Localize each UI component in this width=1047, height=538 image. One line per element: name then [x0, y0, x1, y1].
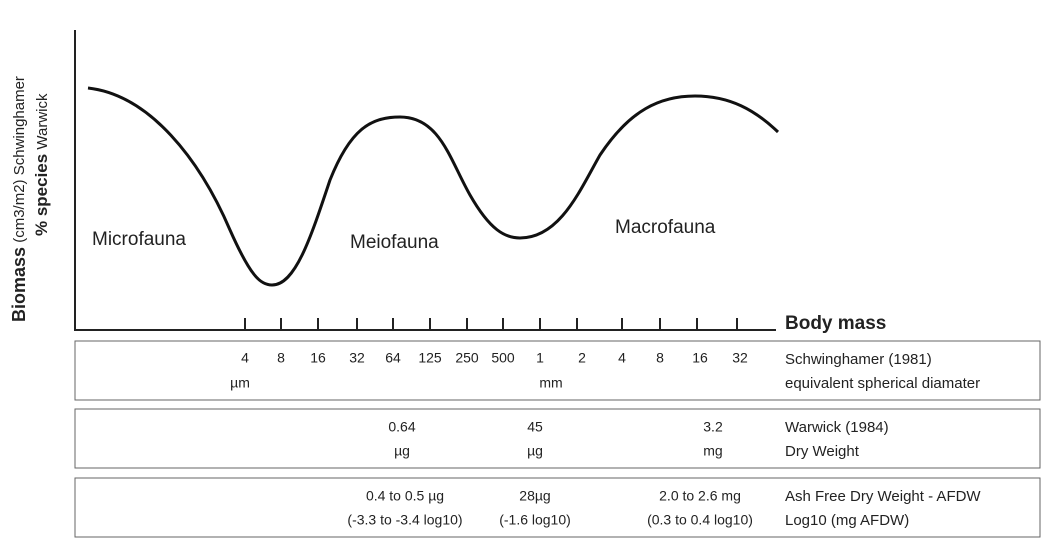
row-label: Dry Weight: [785, 443, 860, 460]
cell-text: 0.64: [388, 419, 415, 435]
cell-text: µg: [527, 443, 543, 459]
cell-text: (-1.6 log10): [499, 512, 571, 528]
scale-tick-label: 125: [418, 350, 442, 366]
y-label-text: Warwick: [34, 93, 51, 150]
cell-text: µm: [230, 375, 250, 391]
curve: [87, 86, 780, 287]
cell-text: (-3.3 to -3.4 log10): [347, 512, 462, 528]
scale-tick-label: 2: [578, 350, 586, 366]
row-label: Log10 (mg AFDW): [785, 512, 909, 529]
row-label: equivalent spherical diamater: [785, 375, 980, 392]
scale-tick-label: 1: [536, 350, 544, 366]
cell-text: 2.0 to 2.6 mg: [659, 488, 741, 504]
scale-tick-label: 8: [656, 350, 664, 366]
curve-label: Macrofauna: [615, 217, 716, 238]
cell-text: 0.4 to 0.5 µg: [366, 488, 444, 504]
y-axis-label: Biomass (cm3/m2) Schwinghamer: [9, 76, 29, 322]
y-label-bold: Biomass: [9, 247, 29, 322]
scale-tick-label: 64: [385, 350, 401, 366]
cell-text: mm: [539, 375, 562, 391]
row-label: Ash Free Dry Weight - AFDW: [785, 488, 981, 505]
scale-tick-label: 8: [277, 350, 285, 366]
cell-text: mg: [703, 443, 722, 459]
y-axis-label: % species Warwick: [32, 93, 51, 236]
scale-tick-label: 32: [349, 350, 365, 366]
cell-text: (0.3 to 0.4 log10): [647, 512, 753, 528]
scale-tick-label: 250: [455, 350, 479, 366]
cell-text: µg: [394, 443, 410, 459]
row-box: [74, 477, 1041, 538]
row-label: Warwick (1984): [785, 419, 889, 436]
scale-tick-label: 16: [692, 350, 708, 366]
curve-label: Meiofauna: [350, 232, 439, 253]
scale-tick-label: 4: [241, 350, 249, 366]
row-label: Schwinghamer (1981): [785, 351, 932, 368]
row-box: [74, 340, 1041, 401]
y-label-bold: % species: [32, 154, 51, 236]
cell-text: 28µg: [519, 488, 550, 504]
x-axis-label: Body mass: [785, 313, 886, 334]
cell-text: 3.2: [703, 419, 723, 435]
scale-tick-label: 500: [491, 350, 515, 366]
cell-text: 45: [527, 419, 543, 435]
row-box: [74, 408, 1041, 469]
scale-tick-label: 4: [618, 350, 626, 366]
curve-label: Microfauna: [92, 229, 186, 250]
scale-tick-label: 32: [732, 350, 748, 366]
y-label-text: (cm3/m2) Schwinghamer: [11, 76, 28, 243]
scale-tick-label: 16: [310, 350, 326, 366]
